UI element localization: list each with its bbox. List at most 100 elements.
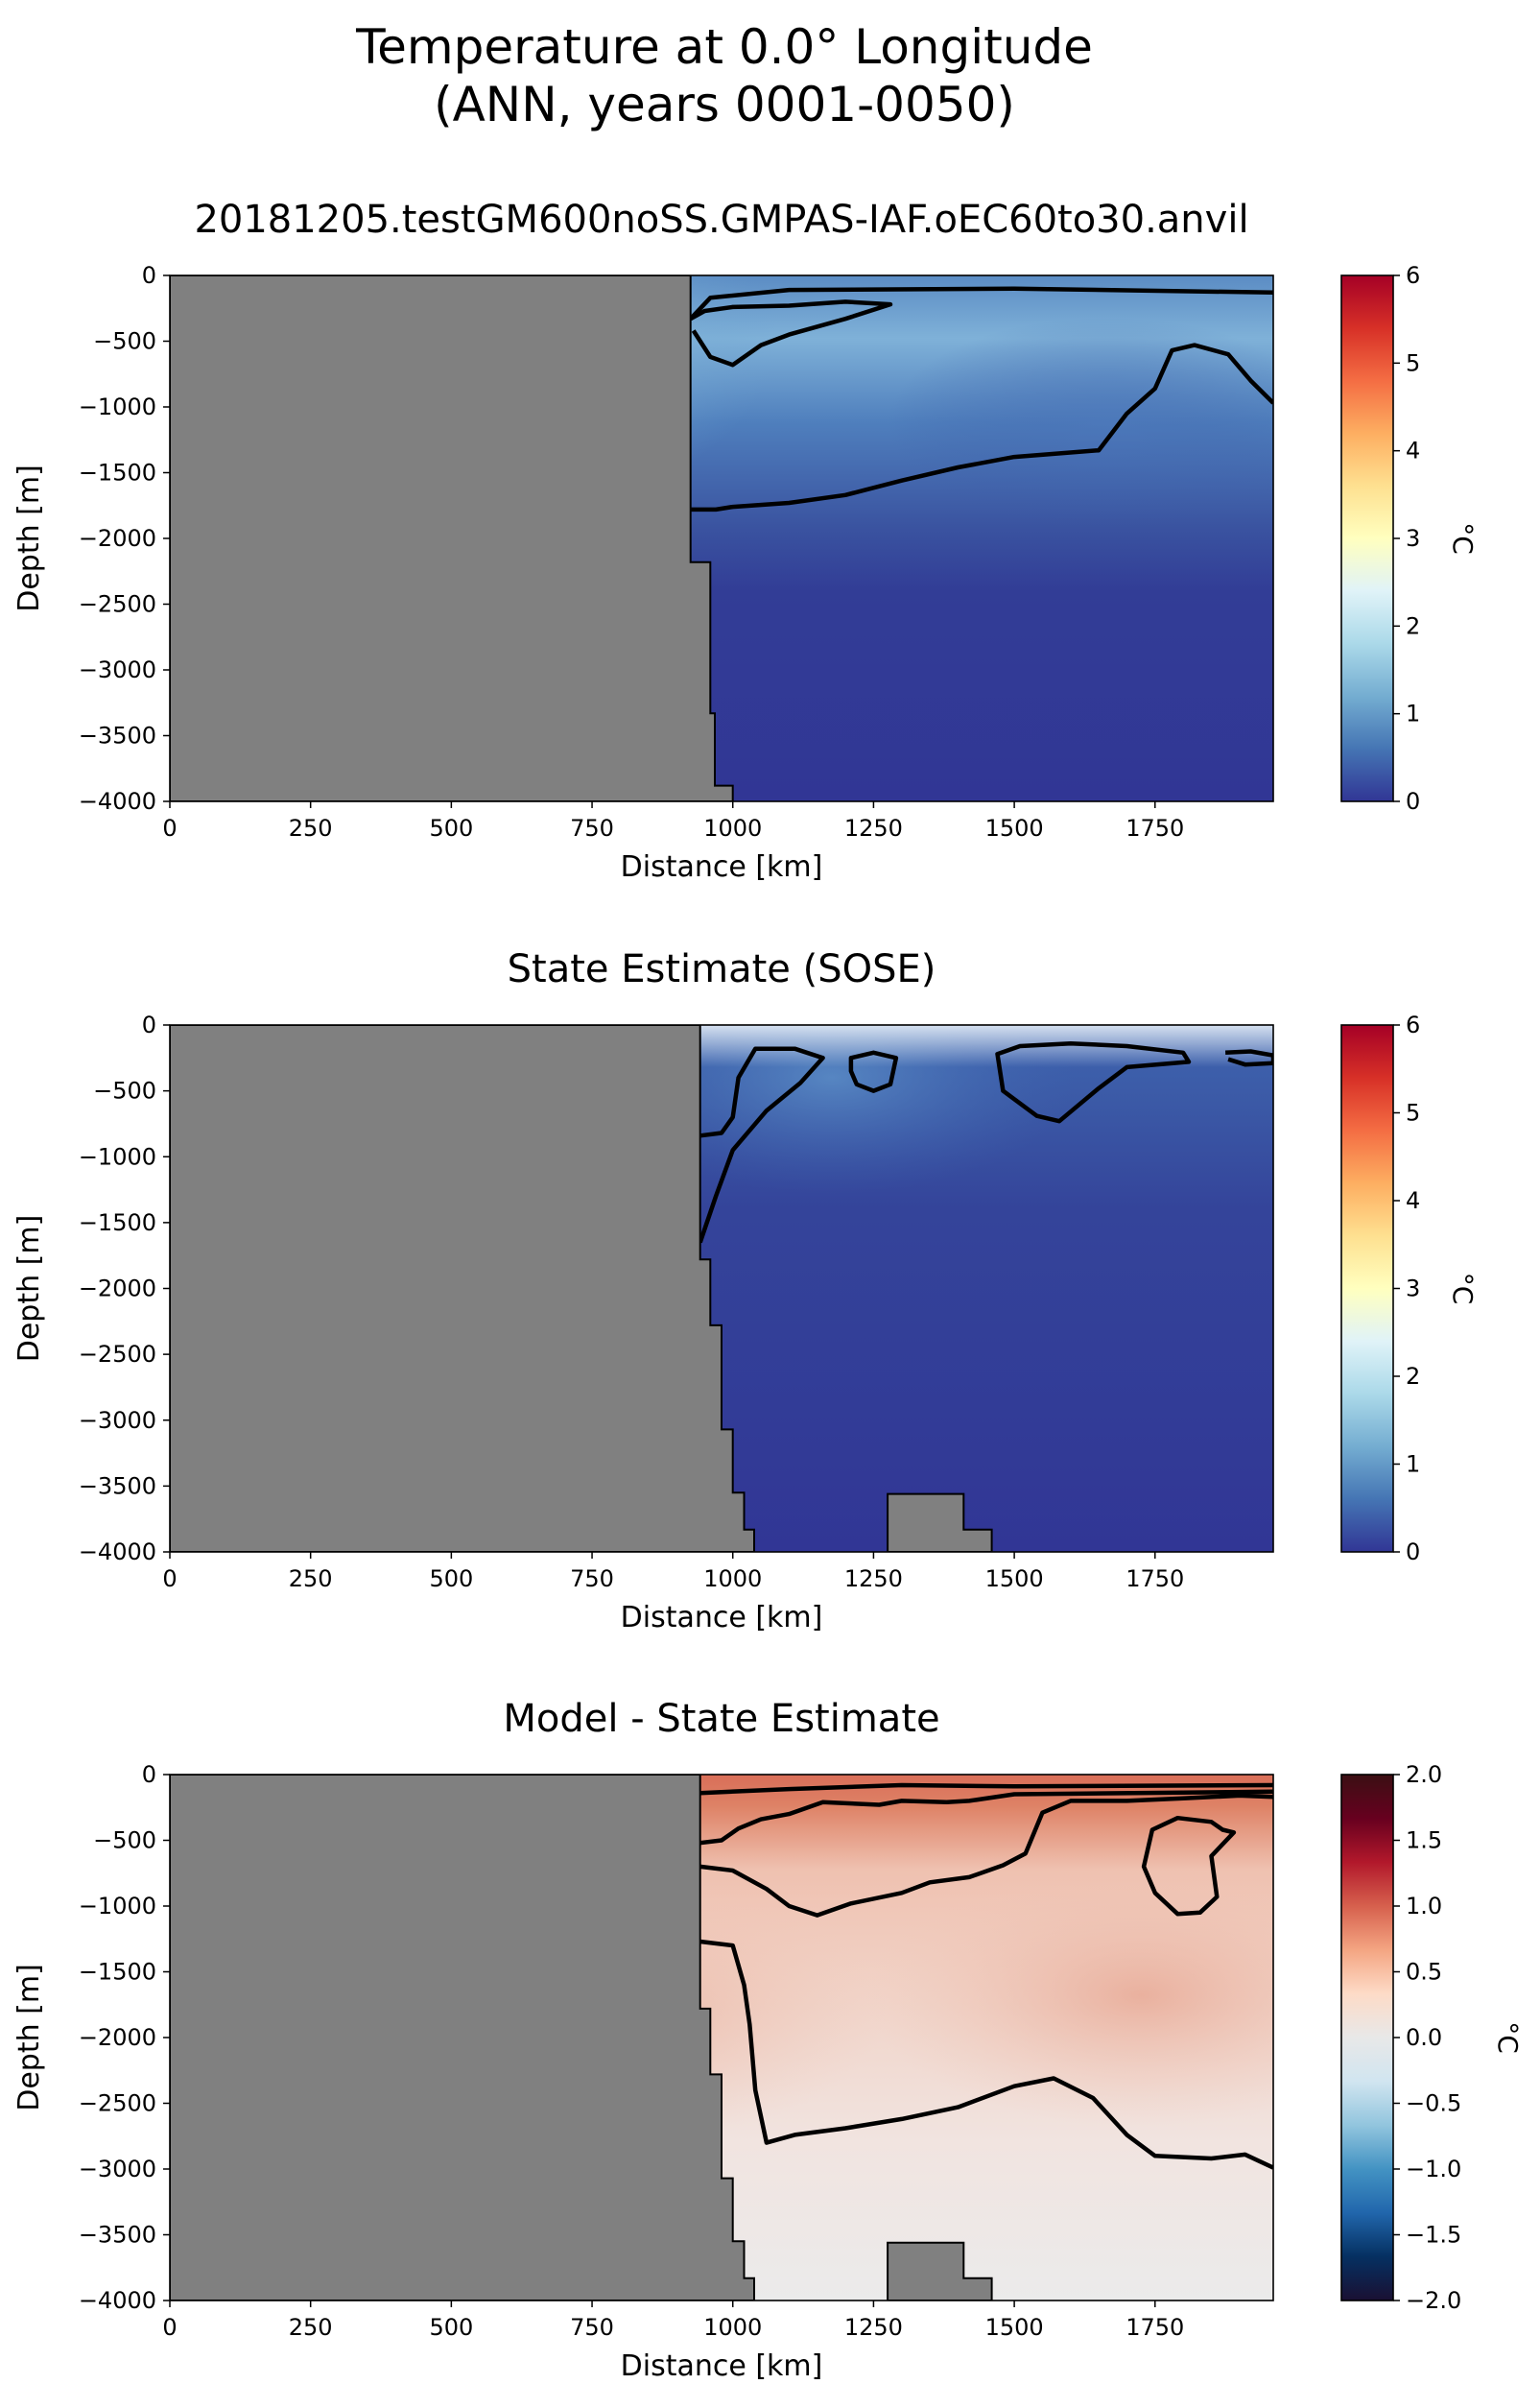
field bbox=[170, 1775, 1273, 2301]
colorbar-tick-label: 3 bbox=[1406, 1276, 1420, 1302]
x-tick-label: 750 bbox=[570, 2314, 614, 2341]
figure-title-line-2: (ANN, years 0001-0050) bbox=[434, 77, 1015, 132]
colorbar-tick-label: 1.0 bbox=[1406, 1893, 1442, 1919]
colorbar-label: °C bbox=[1447, 522, 1479, 555]
x-tick-label: 750 bbox=[570, 815, 614, 842]
x-tick-label: 1500 bbox=[985, 1565, 1044, 1592]
x-tick-label: 250 bbox=[289, 1565, 333, 1592]
colorbar-tick-label: 0.0 bbox=[1406, 2024, 1442, 2051]
x-tick-label: 1000 bbox=[703, 815, 762, 842]
y-tick-label: −3500 bbox=[79, 1472, 156, 1499]
x-tick-label: 1250 bbox=[844, 815, 903, 842]
y-tick-label: 0 bbox=[142, 262, 156, 289]
colorbar-tick-label: −1.5 bbox=[1406, 2222, 1461, 2249]
y-axis-label: Depth [m] bbox=[12, 465, 46, 612]
x-tick-label: 1750 bbox=[1125, 2314, 1184, 2341]
y-tick-label: −2500 bbox=[79, 1341, 156, 1368]
x-axis-label: Distance [km] bbox=[621, 850, 823, 884]
y-tick-label: −2500 bbox=[79, 591, 156, 618]
y-tick-label: −2000 bbox=[79, 2024, 156, 2051]
x-tick-label: 0 bbox=[162, 2314, 177, 2341]
x-tick-label: 500 bbox=[429, 815, 473, 842]
y-tick-label: −500 bbox=[93, 328, 156, 355]
x-tick-label: 1500 bbox=[985, 2314, 1044, 2341]
contour-0.25 bbox=[699, 1939, 1273, 2170]
contour-1 bbox=[699, 1782, 1273, 1796]
y-tick-label: −4000 bbox=[79, 788, 156, 815]
colorbar-tick-label: −2.0 bbox=[1406, 2287, 1461, 2314]
y-tick-label: −1500 bbox=[79, 1959, 156, 1986]
colorbar-tick-label: 2.0 bbox=[1406, 1761, 1442, 1788]
y-tick-label: −500 bbox=[93, 1078, 156, 1105]
x-tick-label: 1000 bbox=[703, 1565, 762, 1592]
panel-3: Model - State Estimate 0 250 500 750 1000 1250… bbox=[12, 1697, 1524, 2383]
x-tick-label: 1750 bbox=[1125, 1565, 1184, 1592]
colorbar-tick-label: 1.5 bbox=[1406, 1827, 1442, 1854]
y-tick-label: −2500 bbox=[79, 2090, 156, 2117]
contour-0.5 bbox=[699, 1793, 1273, 1918]
colorbar-tick-label: 0 bbox=[1406, 788, 1420, 815]
colorbar bbox=[1340, 1024, 1394, 1553]
y-tick-label: 0 bbox=[142, 1012, 156, 1038]
contour-0.5 bbox=[689, 286, 1273, 321]
y-tick-label: −3500 bbox=[79, 2222, 156, 2249]
colorbar-tick-label: 0.5 bbox=[1406, 1959, 1442, 1986]
x-tick-label: 1000 bbox=[703, 2314, 762, 2341]
field bbox=[170, 275, 1273, 801]
y-tick-label: −1500 bbox=[79, 1209, 156, 1236]
contour-0.5 bbox=[995, 1040, 1192, 1124]
panel-1: 20181205.testGM600noSS.GMPAS-IAF.oEC60to… bbox=[12, 198, 1479, 884]
contour-0.5 bbox=[698, 1046, 825, 1244]
y-tick-label: 0 bbox=[142, 1761, 156, 1788]
colorbar-tick-label: −0.5 bbox=[1406, 2090, 1461, 2117]
seamount bbox=[887, 1492, 993, 1552]
colorbar-tick-label: 4 bbox=[1406, 438, 1420, 465]
x-tick-label: 500 bbox=[429, 2314, 473, 2341]
seamount bbox=[887, 2241, 993, 2301]
y-tick-label: −2000 bbox=[79, 525, 156, 552]
contour-0.5 bbox=[848, 1050, 899, 1093]
y-tick-label: −500 bbox=[93, 1827, 156, 1854]
colorbar-tick-label: 1 bbox=[1406, 1451, 1420, 1478]
y-tick-label: −3000 bbox=[79, 656, 156, 683]
contour-0.75 bbox=[699, 1789, 1273, 1846]
y-tick-label: −2000 bbox=[79, 1276, 156, 1302]
land-mask bbox=[170, 1025, 755, 1552]
contour-1.5 bbox=[689, 299, 893, 368]
y-tick-label: −1000 bbox=[79, 1893, 156, 1919]
colorbar bbox=[1340, 1774, 1394, 2301]
x-tick-label: 0 bbox=[162, 1565, 177, 1592]
colorbar-tick-label: 1 bbox=[1406, 701, 1420, 727]
panel-title: Model - State Estimate bbox=[503, 1697, 939, 1741]
contour-0.5 bbox=[690, 343, 1273, 513]
panel-2: State Estimate (SOSE)0 250 500 750 1000 1250 1… bbox=[12, 947, 1479, 1634]
contour-0.5 bbox=[1224, 1049, 1273, 1067]
colorbar-tick-label: −1.0 bbox=[1406, 2156, 1461, 2182]
panel-title: State Estimate (SOSE) bbox=[508, 947, 936, 991]
colorbar-tick-label: 2 bbox=[1406, 1363, 1420, 1390]
x-tick-label: 1750 bbox=[1125, 815, 1184, 842]
y-tick-label: −3500 bbox=[79, 723, 156, 750]
contour-0.25 bbox=[1141, 1815, 1237, 1917]
colorbar-tick-label: 4 bbox=[1406, 1187, 1420, 1214]
y-axis-label: Depth [m] bbox=[12, 1215, 46, 1363]
colorbar-tick-label: 6 bbox=[1406, 1012, 1420, 1038]
land-mask bbox=[170, 275, 734, 801]
land-mask bbox=[170, 1775, 755, 2301]
x-tick-label: 250 bbox=[289, 815, 333, 842]
colorbar bbox=[1340, 274, 1394, 802]
y-tick-label: −1500 bbox=[79, 460, 156, 487]
colorbar-tick-label: 6 bbox=[1406, 262, 1420, 289]
x-tick-label: 1500 bbox=[985, 815, 1044, 842]
y-tick-label: −4000 bbox=[79, 2287, 156, 2314]
colorbar-tick-label: 3 bbox=[1406, 525, 1420, 552]
colorbar-tick-label: 5 bbox=[1406, 1100, 1420, 1127]
x-axis-label: Distance [km] bbox=[621, 2349, 823, 2383]
x-tick-label: 250 bbox=[289, 2314, 333, 2341]
panel-title: 20181205.testGM600noSS.GMPAS-IAF.oEC60to… bbox=[194, 198, 1248, 242]
x-tick-label: 1250 bbox=[844, 2314, 903, 2341]
y-tick-label: −1000 bbox=[79, 393, 156, 420]
colorbar-tick-label: 2 bbox=[1406, 612, 1420, 639]
